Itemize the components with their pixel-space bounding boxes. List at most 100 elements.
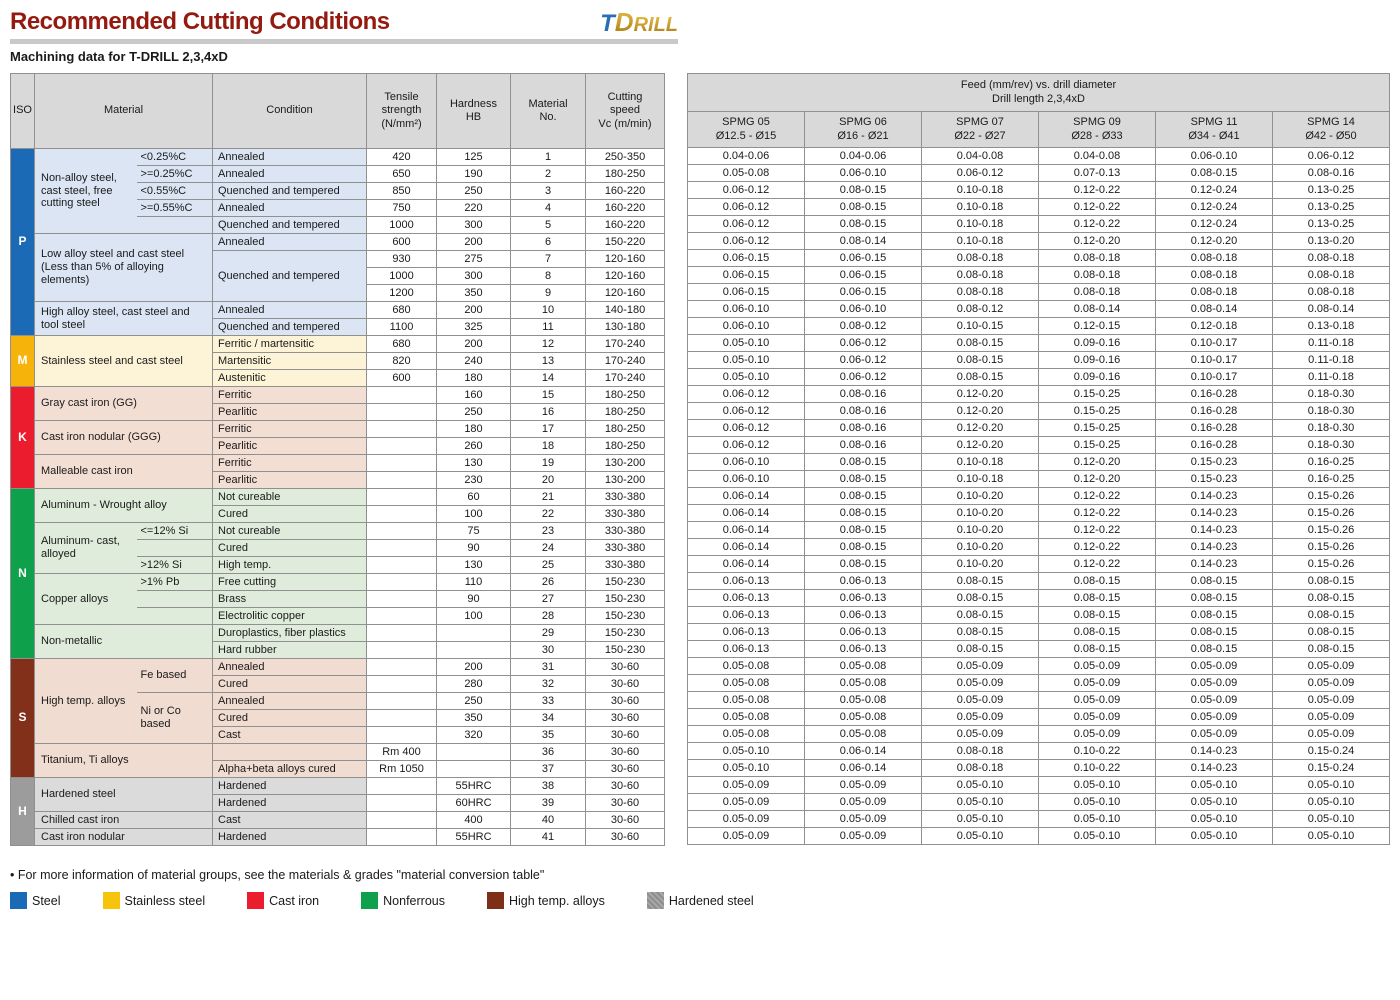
feed-value-cell: 0.08-0.18 [1155, 283, 1273, 301]
spmg-diameter-range: Ø12.5 - Ø15 [715, 129, 777, 142]
feed-row: 0.05-0.08 0.05-0.08 0.05-0.09 0.05-0.09 0.05… [687, 725, 1390, 743]
feed-value-cell: 0.06-0.12 [804, 334, 922, 352]
tensile-strength-cell [366, 828, 437, 846]
hardness-cell: 300 [436, 216, 511, 234]
feed-value-cell: 0.06-0.13 [804, 623, 922, 641]
material-name: Hardened steel [34, 777, 213, 812]
column-header-hardness: Hardness HB [436, 73, 511, 149]
condition-cell: Annealed [212, 658, 367, 676]
cutting-speed-cell: 130-200 [585, 454, 665, 472]
material-row: Chilled cast iron Cast 400 40 30-60 [11, 811, 665, 829]
feed-value-cell: 0.15-0.25 [1038, 419, 1156, 437]
material-no-cell: 37 [510, 760, 586, 778]
material-no-cell: 4 [510, 199, 586, 217]
feed-value-cell: 0.06-0.15 [804, 283, 922, 301]
feed-row: 0.06-0.15 0.06-0.15 0.08-0.18 0.08-0.18 0.08… [687, 283, 1390, 301]
feed-value-cell: 0.08-0.15 [804, 453, 922, 471]
tensile-strength-cell: 420 [366, 148, 437, 166]
feed-value-cell: 0.11-0.18 [1272, 351, 1390, 369]
material-row: 1200 350 9 120-160 [11, 284, 665, 302]
feed-value-cell: 0.05-0.09 [804, 793, 922, 811]
feed-value-cell: 0.08-0.15 [921, 368, 1039, 386]
hardness-cell: 280 [436, 675, 511, 693]
feed-value-cell: 0.05-0.08 [687, 164, 805, 182]
feed-value-cell: 0.13-0.20 [1272, 232, 1390, 250]
feed-value-cell: 0.06-0.12 [687, 232, 805, 250]
feed-value-cell: 0.08-0.15 [1272, 623, 1390, 641]
hardness-cell: 200 [436, 233, 511, 251]
spmg-name: SPMG 14 [1307, 116, 1355, 129]
material-name: Cast iron nodular [34, 828, 213, 846]
feed-value-cell: 0.05-0.10 [921, 810, 1039, 828]
feed-value-cell: 0.05-0.09 [804, 776, 922, 794]
feed-value-cell: 0.14-0.23 [1155, 521, 1273, 539]
feed-value-cell: 0.08-0.18 [1038, 283, 1156, 301]
feed-value-cell: 0.04-0.08 [1038, 147, 1156, 165]
hardness-cell: 200 [436, 335, 511, 353]
header: Recommended Cutting Conditions TDRILL [10, 8, 678, 36]
feed-value-cell: 0.12-0.22 [1038, 521, 1156, 539]
hardness-cell: 200 [436, 301, 511, 319]
iso-group-h: H [10, 777, 35, 846]
feed-value-cell: 0.08-0.16 [804, 402, 922, 420]
feed-value-cell: 0.11-0.18 [1272, 334, 1390, 352]
tensile-strength-cell: 680 [366, 301, 437, 319]
feed-row: 0.06-0.14 0.08-0.15 0.10-0.20 0.12-0.22 0.14… [687, 521, 1390, 539]
tensile-strength-cell [366, 709, 437, 727]
iso-group-n: N [10, 488, 35, 659]
condition-cell: Ferritic [212, 454, 367, 472]
condition-cell: Electrolitic copper [212, 607, 367, 625]
material-no-cell: 38 [510, 777, 586, 795]
feed-row: 0.05-0.10 0.06-0.14 0.08-0.18 0.10-0.22 0.14… [687, 742, 1390, 760]
hardness-cell: 180 [436, 369, 511, 387]
material-no-cell: 8 [510, 267, 586, 285]
condition-cell: Ferritic [212, 420, 367, 438]
feed-value-cell: 0.08-0.15 [804, 555, 922, 573]
hardness-cell: 90 [436, 590, 511, 608]
feed-value-cell: 0.10-0.18 [921, 215, 1039, 233]
legend-item: Stainless steel [102, 892, 205, 909]
footnote: • For more information of material group… [10, 868, 545, 882]
feed-value-cell: 0.05-0.09 [687, 776, 805, 794]
feed-row: 0.06-0.14 0.08-0.15 0.10-0.20 0.12-0.22 0.14… [687, 504, 1390, 522]
material-row: Copper alloys >1% Pb Free cutting 110 26 150-… [11, 573, 665, 625]
hardness-cell: 100 [436, 607, 511, 625]
hardness-cell: 400 [436, 811, 511, 829]
feed-value-cell: 0.08-0.15 [1272, 606, 1390, 624]
material-no-cell: 11 [510, 318, 586, 336]
feed-value-cell: 0.08-0.18 [921, 742, 1039, 760]
feed-value-cell: 0.08-0.12 [921, 300, 1039, 318]
tensile-strength-cell [366, 420, 437, 438]
tensile-strength-cell [366, 471, 437, 489]
feed-value-cell: 0.08-0.18 [921, 249, 1039, 267]
material-no-cell: 22 [510, 505, 586, 523]
tensile-strength-cell [366, 386, 437, 404]
material-row: Malleable cast iron Ferritic 130 19 130-200 [11, 454, 665, 489]
feed-row: 0.06-0.10 0.08-0.15 0.10-0.18 0.12-0.20 0.15… [687, 470, 1390, 488]
material-sub-label: Fe based [136, 658, 213, 693]
condition-cell: Hardened [212, 777, 367, 795]
material-row: Cast iron nodular Hardened 55HRC 41 30-60 [11, 828, 665, 846]
feed-row: 0.06-0.14 0.08-0.15 0.10-0.20 0.12-0.22 0.14… [687, 538, 1390, 556]
material-no-cell: 3 [510, 182, 586, 200]
feed-value-cell: 0.06-0.12 [687, 385, 805, 403]
cutting-speed-cell: 30-60 [585, 743, 665, 761]
tensile-strength-cell: 680 [366, 335, 437, 353]
condition-cell: Quenched and tempered [212, 216, 367, 234]
spmg-header-row: SPMG 05 Ø12.5 - Ø15 SPMG 06 Ø16 - Ø21 SPMG… [687, 111, 1390, 148]
legend-label: Hardened steel [668, 893, 754, 908]
feed-value-cell: 0.05-0.10 [1272, 810, 1390, 828]
feed-value-cell: 0.05-0.09 [1272, 657, 1390, 675]
feed-value-cell: 0.06-0.13 [804, 606, 922, 624]
tensile-strength-cell [366, 624, 437, 642]
logo-letter-d: D [614, 7, 634, 37]
feed-value-cell: 0.10-0.20 [921, 504, 1039, 522]
material-row: >=0.55%C Annealed 750 220 4 160-220 [11, 199, 665, 217]
feed-value-cell: 0.06-0.13 [687, 623, 805, 641]
tensile-strength-cell [366, 437, 437, 455]
feed-value-cell: 0.13-0.18 [1272, 317, 1390, 335]
condition-cell: Martensitic [212, 352, 367, 370]
condition-cell: Brass [212, 590, 367, 608]
feed-value-cell: 0.12-0.22 [1038, 198, 1156, 216]
cutting-speed-cell: 150-230 [585, 590, 665, 608]
